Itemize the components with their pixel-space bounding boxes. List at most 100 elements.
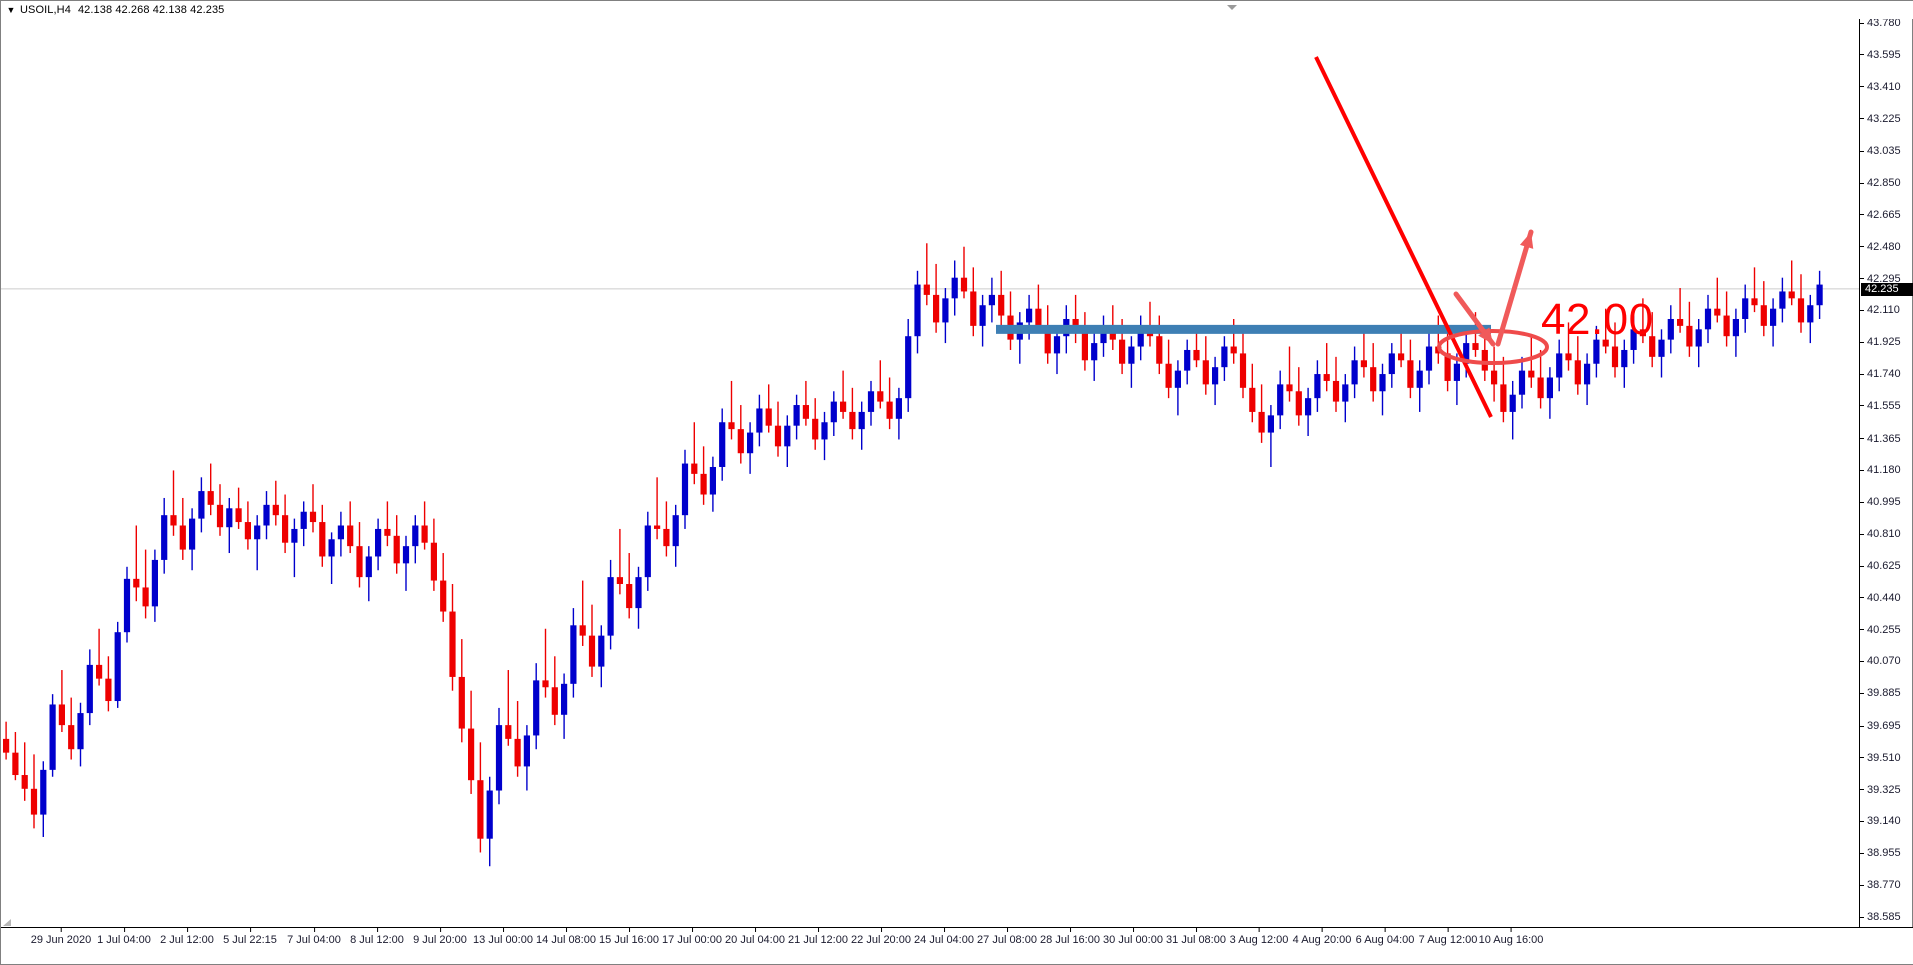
time-tick-label: 14 Jul 08:00 <box>536 934 596 946</box>
tick-mark-icon <box>1860 661 1864 663</box>
tick-mark-icon <box>1860 470 1864 472</box>
price-tick-label: 40.625 <box>1867 559 1901 572</box>
price-tick: 40.995 <box>1860 496 1913 509</box>
price-tick: 42.850 <box>1860 177 1913 190</box>
time-tick: 10 Aug 16:00 <box>1478 927 1544 946</box>
time-tick-label: 9 Jul 20:00 <box>413 934 467 946</box>
price-tick-label: 40.255 <box>1867 623 1901 636</box>
price-tick-label: 42.665 <box>1867 208 1901 221</box>
time-tick-label: 13 Jul 00:00 <box>473 934 533 946</box>
tick-mark-icon <box>313 927 315 932</box>
price-tick: 41.180 <box>1860 464 1913 477</box>
price-tick: 39.510 <box>1860 752 1913 765</box>
price-tick: 42.110 <box>1860 304 1913 317</box>
price-tick: 42.480 <box>1860 241 1913 254</box>
tick-mark-icon <box>944 927 945 932</box>
time-tick-label: 24 Jul 04:00 <box>914 934 974 946</box>
tick-mark-icon <box>1860 54 1864 56</box>
tick-mark-icon <box>1196 927 1197 932</box>
time-tick-label: 10 Aug 16:00 <box>1478 934 1544 946</box>
tick-mark-icon <box>503 927 504 932</box>
tick-mark-icon <box>1860 182 1864 184</box>
candles-group <box>3 243 1823 867</box>
tick-mark-icon <box>1860 278 1864 280</box>
time-tick-label: 3 Aug 12:00 <box>1229 934 1289 946</box>
tick-mark-icon <box>1860 916 1864 918</box>
time-axis[interactable]: 29 Jun 2020 1 Jul 04:00 2 Jul 12:00 5 Jul 2… <box>1 927 1913 964</box>
tick-mark-icon <box>692 927 693 932</box>
time-tick: 30 Jul 00:00 <box>1103 927 1163 946</box>
price-tick: 42.295 <box>1860 273 1913 286</box>
time-tick: 15 Jul 16:00 <box>599 927 659 946</box>
price-target-label: 42.00 <box>1541 295 1654 344</box>
time-tick-label: 5 Jul 22:15 <box>223 934 277 946</box>
tick-mark-icon <box>1860 214 1864 216</box>
tick-mark-icon <box>1860 597 1864 599</box>
tick-mark-icon <box>1860 405 1864 407</box>
tick-mark-icon <box>1860 86 1864 88</box>
time-tick: 14 Jul 08:00 <box>536 927 596 946</box>
caret-down-icon[interactable]: ▼ <box>6 4 16 15</box>
tick-mark-icon <box>1511 927 1512 932</box>
price-tick-label: 38.585 <box>1867 911 1901 923</box>
time-tick: 7 Aug 12:00 <box>1418 927 1478 946</box>
price-tick: 41.740 <box>1860 368 1913 381</box>
price-tick: 43.035 <box>1860 145 1913 158</box>
symbol-label: USOIL,H4 <box>20 4 71 16</box>
scroll-corner-icon[interactable] <box>1 917 15 927</box>
time-tick-label: 21 Jul 12:00 <box>788 934 848 946</box>
price-tick-label: 43.410 <box>1867 80 1901 93</box>
price-tick-label: 38.770 <box>1867 879 1901 892</box>
time-tick: 31 Jul 08:00 <box>1166 927 1226 946</box>
time-tick: 22 Jul 20:00 <box>851 927 911 946</box>
price-tick-label: 40.810 <box>1867 528 1901 541</box>
price-tick: 42.665 <box>1860 209 1913 222</box>
time-tick: 9 Jul 20:00 <box>413 927 467 946</box>
time-tick-label: 1 Jul 04:00 <box>97 934 151 946</box>
price-axis[interactable]: 43.780 43.595 43.410 43.225 43.035 42.850 42.6… <box>1859 1 1913 929</box>
time-tick: 6 Aug 04:00 <box>1356 927 1414 946</box>
tick-mark-icon <box>1860 246 1864 248</box>
time-tick-label: 7 Jul 04:00 <box>287 934 341 946</box>
tick-mark-icon <box>123 927 125 932</box>
time-tick-label: 8 Jul 12:00 <box>350 934 404 946</box>
time-tick-label: 17 Jul 00:00 <box>662 934 722 946</box>
symbol-header-bar: ▼ USOIL,H4 42.138 42.268 42.138 42.235 <box>1 1 1913 19</box>
price-tick: 43.780 <box>1860 17 1913 30</box>
price-tick: 43.410 <box>1860 81 1913 94</box>
tick-mark-icon <box>1070 927 1071 932</box>
tick-mark-icon <box>1860 118 1864 120</box>
time-tick: 8 Jul 12:00 <box>350 927 404 946</box>
price-tick: 41.555 <box>1860 400 1913 413</box>
tick-mark-icon <box>818 927 819 932</box>
chart-plot-area[interactable] <box>1 19 1861 929</box>
time-tick-label: 30 Jul 00:00 <box>1103 934 1163 946</box>
time-tick-label: 31 Jul 08:00 <box>1166 934 1226 946</box>
price-tick-label: 41.180 <box>1867 464 1901 477</box>
price-tick: 40.810 <box>1860 528 1913 541</box>
time-tick-label: 7 Aug 12:00 <box>1418 934 1478 946</box>
price-tick-label: 38.955 <box>1867 847 1901 860</box>
tick-mark-icon <box>566 927 567 932</box>
price-tick: 38.955 <box>1860 847 1913 860</box>
time-tick-label: 2 Jul 12:00 <box>160 934 214 946</box>
tick-mark-icon <box>1860 884 1864 886</box>
tick-mark-icon <box>1860 629 1864 631</box>
time-tick-label: 20 Jul 04:00 <box>725 934 785 946</box>
current-price-chip: 42.235 <box>1861 282 1913 296</box>
time-tick-label: 28 Jul 16:00 <box>1040 934 1100 946</box>
time-tick: 2 Jul 12:00 <box>160 927 214 946</box>
price-tick: 43.225 <box>1860 113 1913 126</box>
price-tick-label: 41.740 <box>1867 368 1901 381</box>
tick-mark-icon <box>881 927 882 932</box>
tick-mark-icon <box>1447 927 1449 932</box>
tick-mark-icon <box>1258 927 1260 932</box>
price-tick-label: 43.595 <box>1867 48 1901 61</box>
window-minimize-icon[interactable] <box>1224 2 1240 12</box>
price-tick-label: 41.925 <box>1867 336 1901 349</box>
price-tick-label: 39.695 <box>1867 719 1901 732</box>
price-tick-label: 41.555 <box>1867 399 1901 412</box>
price-tick: 38.585 <box>1860 911 1913 924</box>
time-tick: 21 Jul 12:00 <box>788 927 848 946</box>
candlestick-svg <box>1 56 1861 867</box>
